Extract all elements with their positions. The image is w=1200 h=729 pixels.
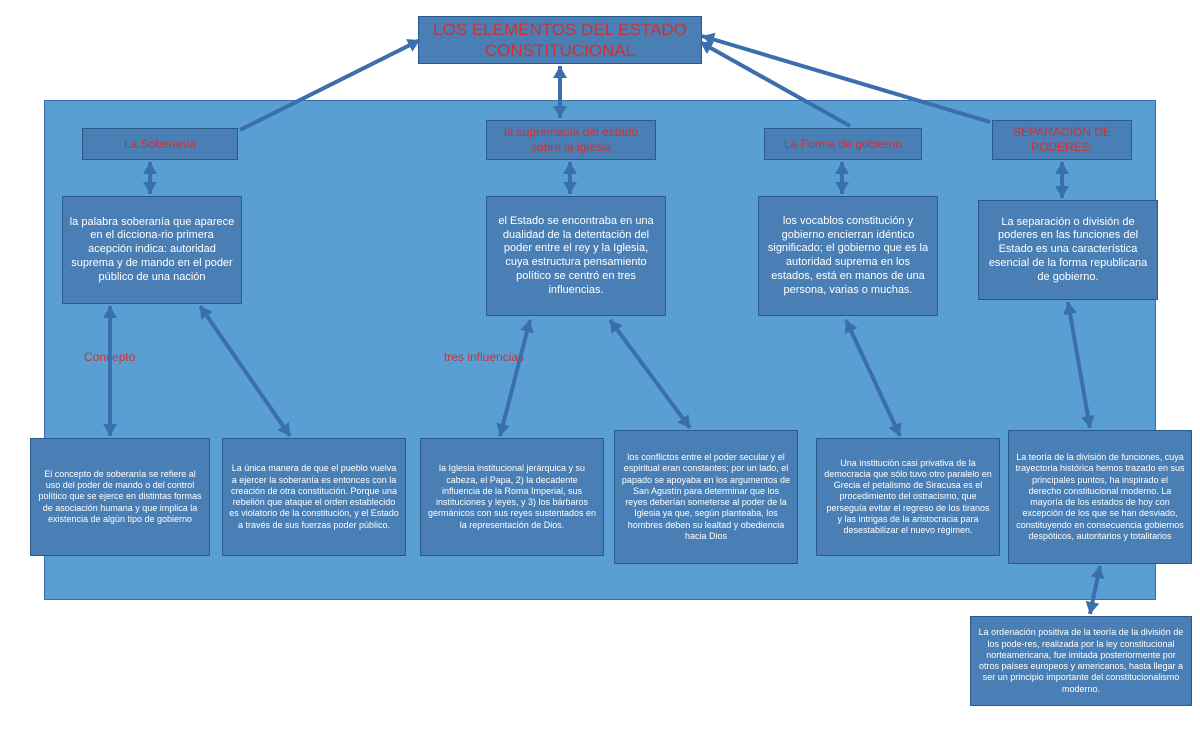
branch-soberania: La Soberanía (82, 128, 238, 160)
soberania-desc: la palabra soberanía que aparece en el d… (62, 196, 242, 304)
institucion-democracia: Una institución casi privativa de la dem… (816, 438, 1000, 556)
title-box: LOS ELEMENTOS DEL ESTADO CONSTITUCIONAL (418, 16, 702, 64)
branch-supremacia: la supremacía del estado sobre la iglesi… (486, 120, 656, 160)
unica-manera: La única manera de que el pueblo vuelva … (222, 438, 406, 556)
teoria-division: La teoría de la división de funciones, c… (1008, 430, 1192, 564)
ordenacion-positiva: La ordenación positiva de la teoría de l… (970, 616, 1192, 706)
iglesia-institucional: la Iglesia institucional jerárquica y su… (420, 438, 604, 556)
label-concepto: Concepto (84, 350, 135, 364)
supremacia-desc: el Estado se encontraba en una dualidad … (486, 196, 666, 316)
forma-desc: los vocablos constitución y gobierno enc… (758, 196, 938, 316)
label-tres-influencias: tres influencias (444, 350, 524, 364)
branch-separacion: SEPARACIÓN DE PODERES. (992, 120, 1132, 160)
branch-forma-gobierno: La Forma de gobierno (764, 128, 922, 160)
conflictos-poder: los conflictos entre el poder secular y … (614, 430, 798, 564)
concepto-soberania: El concepto de soberanía se refiere al u… (30, 438, 210, 556)
separacion-desc: La separación o división de poderes en l… (978, 200, 1158, 300)
